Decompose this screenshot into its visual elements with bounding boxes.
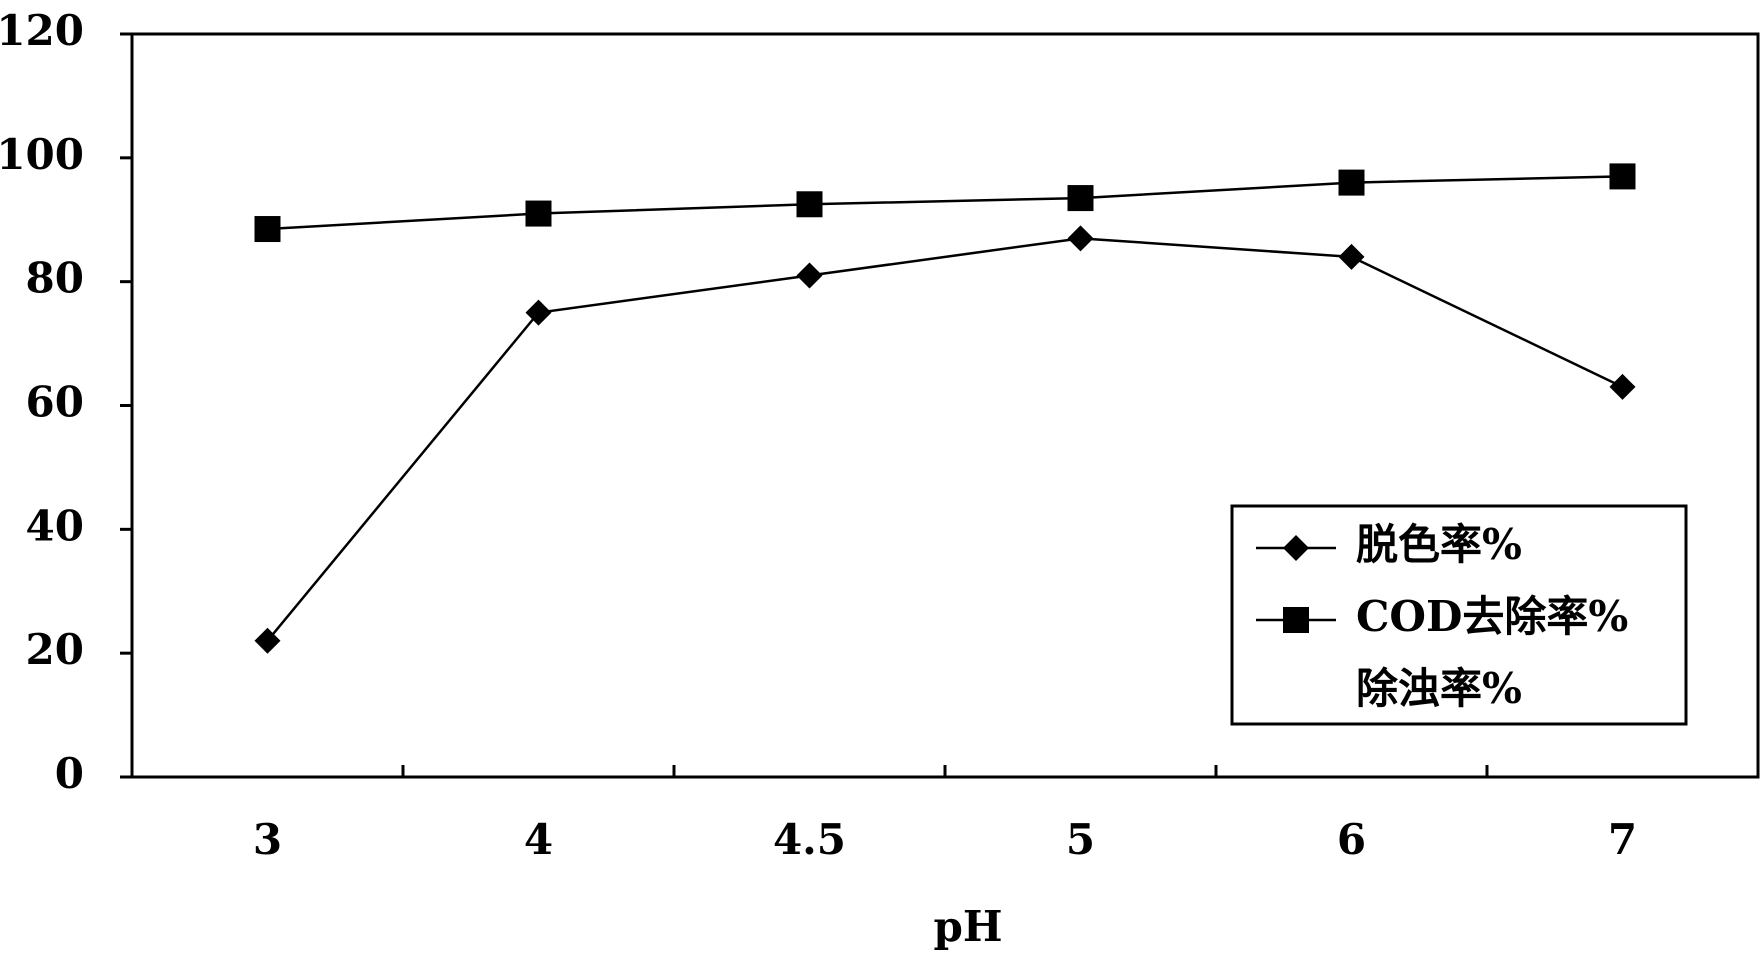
marker [1338, 169, 1365, 196]
series-line [267, 175, 1623, 231]
y-tick-label: 20 [26, 625, 84, 674]
marker [1609, 373, 1636, 400]
y-tick-label: 40 [26, 501, 84, 550]
y-tick-label: 60 [26, 378, 84, 427]
series-line [266, 237, 1624, 642]
y-tick-label: 0 [55, 749, 84, 798]
x-axis-title: pH [933, 902, 1002, 951]
marker [1338, 243, 1365, 270]
marker [1283, 535, 1309, 561]
marker [1283, 607, 1309, 633]
legend-label: 除浊率% [1356, 664, 1522, 713]
marker [796, 262, 823, 289]
y-tick-label: 80 [26, 254, 84, 303]
legend-label: 脱色率% [1356, 520, 1522, 569]
marker [254, 627, 281, 654]
y-tick-label: 120 [0, 6, 84, 55]
marker [525, 299, 552, 326]
y-tick-label: 100 [0, 130, 84, 179]
x-tick-label: 7 [1608, 815, 1637, 864]
marker [796, 191, 823, 218]
x-tick-label: 4.5 [773, 815, 846, 864]
x-tick-label: 6 [1337, 815, 1366, 864]
legend-label: COD去除率% [1356, 592, 1628, 641]
marker [1067, 225, 1094, 252]
x-tick-label: 5 [1066, 815, 1095, 864]
marker [1067, 185, 1094, 212]
x-tick-label: 3 [253, 815, 282, 864]
marker [525, 200, 552, 227]
marker [1609, 163, 1636, 190]
marker [254, 216, 281, 243]
x-tick-label: 4 [524, 815, 553, 864]
